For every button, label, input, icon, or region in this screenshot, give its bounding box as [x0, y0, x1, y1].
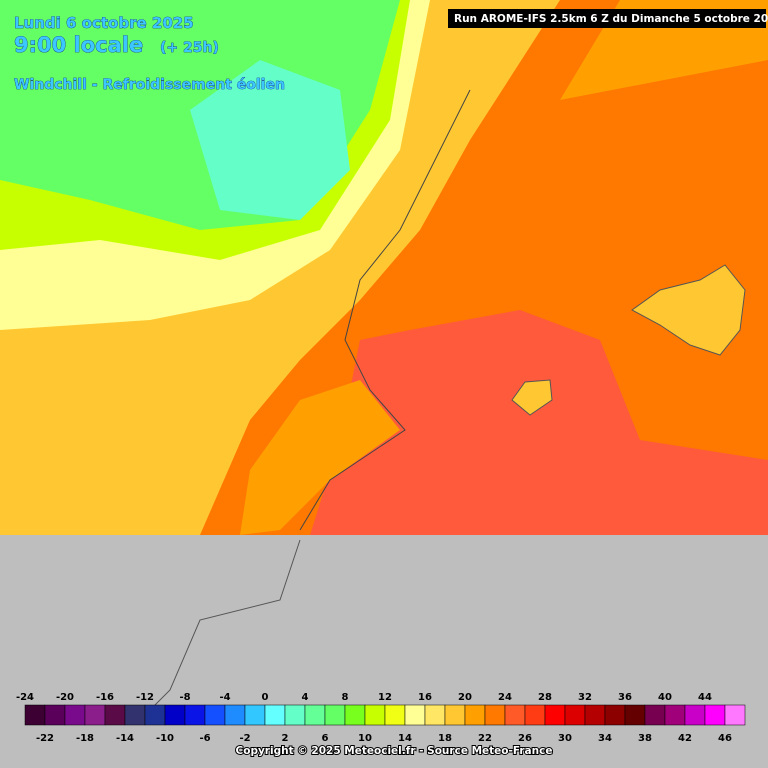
legend-label: 10: [358, 733, 372, 744]
legend-label: 28: [538, 692, 552, 703]
sea-red: [310, 310, 768, 535]
legend-label: 32: [578, 692, 592, 703]
legend-swatch: [484, 704, 506, 726]
legend-swatch: [604, 704, 626, 726]
legend-swatch: [584, 704, 606, 726]
legend-swatch: [444, 704, 466, 726]
legend-label: -20: [56, 692, 74, 703]
legend-swatch: [144, 704, 166, 726]
legend-label: 12: [378, 692, 392, 703]
legend-swatch: [644, 704, 666, 726]
legend-label: 24: [498, 692, 512, 703]
legend-label: 14: [398, 733, 412, 744]
legend-label: -16: [96, 692, 114, 703]
legend-swatch: [164, 704, 186, 726]
legend-swatch: [204, 704, 226, 726]
run: Run AROME-IFS 2.5km 6 Z du Dimanche 5 oc…: [454, 13, 768, 25]
legend-swatch: [184, 704, 206, 726]
legend-swatch: [64, 704, 86, 726]
legend-swatch: [24, 704, 46, 726]
legend-label: -8: [179, 692, 190, 703]
legend-label: 22: [478, 733, 492, 744]
legend-label: -2: [239, 733, 250, 744]
legend-label: 20: [458, 692, 472, 703]
mallorca: [631, 264, 746, 356]
legend-label: 42: [678, 733, 692, 744]
time: 9:00 locale: [14, 33, 143, 57]
legend-swatch: [124, 704, 146, 726]
legend-label: 30: [558, 733, 572, 744]
legend-label: -24: [16, 692, 34, 703]
legend-label: -22: [36, 733, 54, 744]
legend-swatch: [384, 704, 406, 726]
legend-label: 4: [302, 692, 309, 703]
legend-swatch: [564, 704, 586, 726]
product: Windchill - Refroidissement éolien: [14, 77, 285, 93]
legend-swatch: [404, 704, 426, 726]
legend-swatch: [264, 704, 286, 726]
legend-swatch: [44, 704, 66, 726]
legend-swatch: [324, 704, 346, 726]
ibiza: [511, 379, 553, 416]
legend-swatch: [624, 704, 646, 726]
legend-swatch: [304, 704, 326, 726]
legend-label: -4: [219, 692, 230, 703]
coastline: [299, 89, 471, 531]
legend-swatch: [424, 704, 446, 726]
legend-swatch: [224, 704, 246, 726]
legend-swatch: [504, 704, 526, 726]
legend-label: -6: [199, 733, 210, 744]
legend-label: 46: [718, 733, 732, 744]
legend-swatch: [724, 704, 746, 726]
legend-label: 44: [698, 692, 712, 703]
legend-label: 6: [322, 733, 329, 744]
legend-label: 0: [262, 692, 269, 703]
legend-label: 8: [342, 692, 349, 703]
legend-label: 16: [418, 692, 432, 703]
legend-swatch: [544, 704, 566, 726]
legend-label: 2: [282, 733, 289, 744]
border: [139, 539, 301, 721]
land-cool: [190, 60, 350, 220]
lead: (+ 25h): [160, 40, 219, 56]
legend-swatch: [684, 704, 706, 726]
date: Lundi 6 octobre 2025: [14, 14, 194, 32]
legend-swatch: [344, 704, 366, 726]
copyright: Copyright © 2025 Meteociel.fr - Source M…: [236, 745, 553, 757]
legend: -24-22-20-18-16-14-12-10-8-6-4-202468101…: [16, 692, 746, 744]
run-box: [448, 9, 766, 28]
legend-label: 26: [518, 733, 532, 744]
legend-swatch: [104, 704, 126, 726]
legend-swatch: [284, 704, 306, 726]
legend-label: 18: [438, 733, 452, 744]
legend-label: 36: [618, 692, 632, 703]
coast-orange: [240, 380, 400, 535]
legend-swatch: [464, 704, 486, 726]
legend-label: -18: [76, 733, 94, 744]
legend-label: 40: [658, 692, 672, 703]
legend-swatch: [704, 704, 726, 726]
legend-swatch: [524, 704, 546, 726]
legend-swatch: [244, 704, 266, 726]
legend-label: -12: [136, 692, 154, 703]
legend-label: 34: [598, 733, 612, 744]
legend-swatch: [364, 704, 386, 726]
legend-label: -14: [116, 733, 134, 744]
legend-swatch: [84, 704, 106, 726]
legend-label: -10: [156, 733, 174, 744]
legend-label: 38: [638, 733, 652, 744]
legend-swatch: [664, 704, 686, 726]
